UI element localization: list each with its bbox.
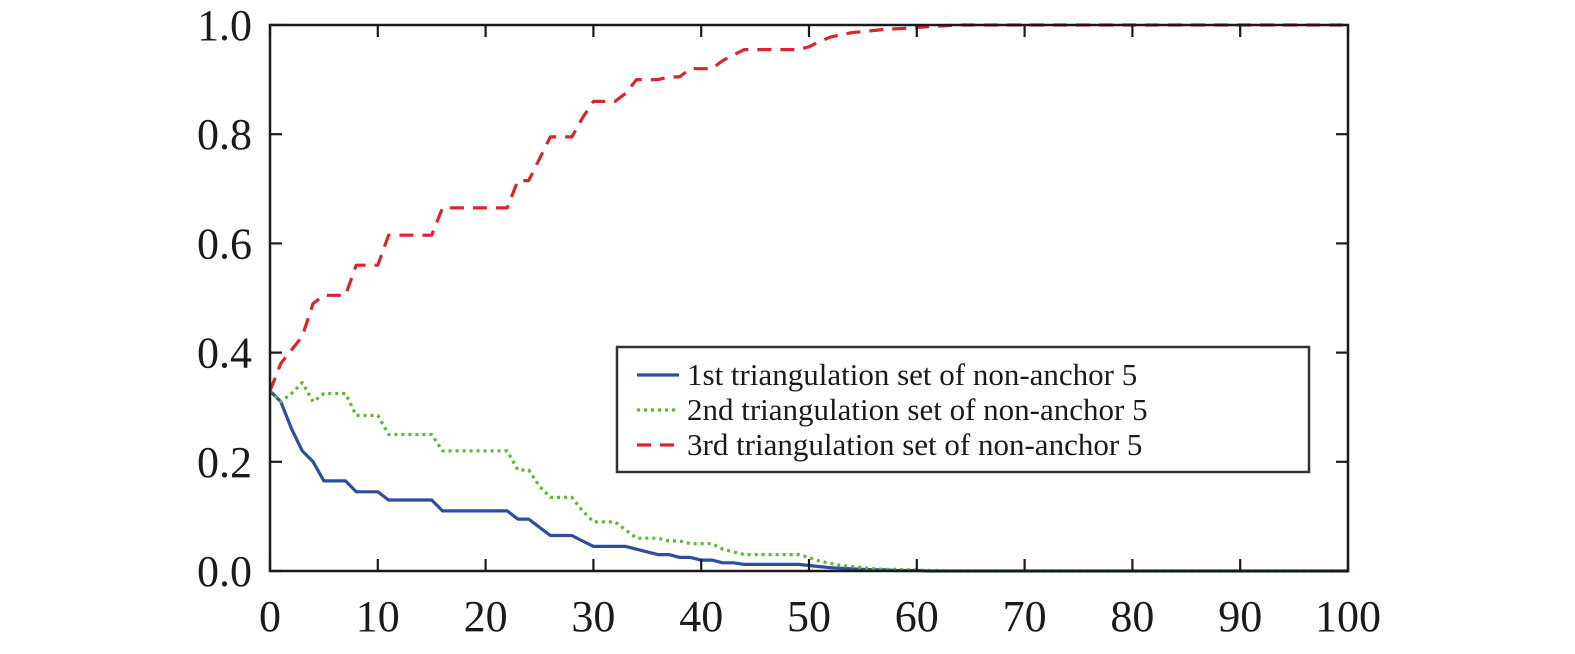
legend-label-2: 2nd triangulation set of non-anchor 5 [687,392,1148,427]
y-tick-label: 0.2 [197,438,252,487]
series-line-3 [270,23,1348,392]
legend-label-1: 1st triangulation set of non-anchor 5 [687,357,1137,392]
x-tick-label: 0 [259,592,281,641]
x-tick-label: 50 [787,592,831,641]
x-tick-label: 80 [1110,592,1154,641]
x-tick-label: 30 [571,592,615,641]
plot-frame [268,23,1350,573]
x-tick-label: 100 [1315,592,1381,641]
legend-label-3: 3rd triangulation set of non-anchor 5 [687,427,1142,462]
legend-box [615,345,1311,474]
y-tick-label: 0.4 [197,329,252,378]
y-tick-label: 0.8 [197,110,252,159]
y-tick-label: 1.0 [197,1,252,50]
x-tick-label: 20 [464,592,508,641]
x-tick-label: 60 [895,592,939,641]
axes-layer: 0 10 20 30 40 50 60 70 80 90 100 0.0 0.2 0.4 0.6 0.8 1.0 [197,1,1381,641]
x-tick-label: 90 [1218,592,1262,641]
x-tick-label: 40 [679,592,723,641]
x-tick-label: 70 [1003,592,1047,641]
legend: 1st triangulation set of non-anchor 52nd… [615,345,1311,474]
y-tick-label: 0.6 [197,219,252,268]
x-tick-label: 10 [356,592,400,641]
series-layer [270,23,1348,573]
y-tick-label: 0.0 [197,547,252,596]
